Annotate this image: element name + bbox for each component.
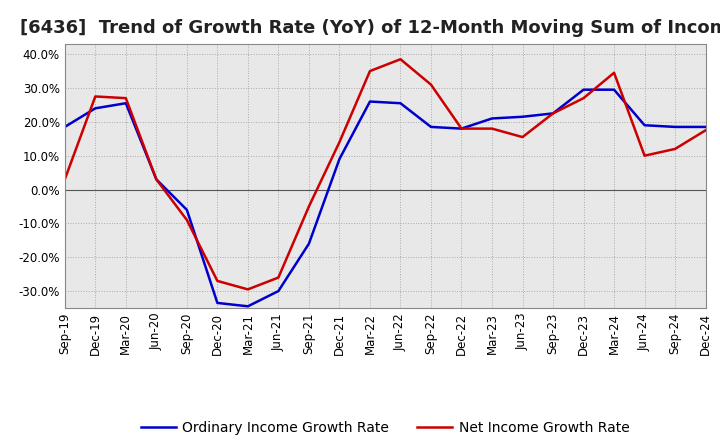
Ordinary Income Growth Rate bbox=[183, 207, 192, 213]
Net Income Growth Rate bbox=[243, 287, 252, 292]
Ordinary Income Growth Rate bbox=[243, 304, 252, 309]
Legend: Ordinary Income Growth Rate, Net Income Growth Rate: Ordinary Income Growth Rate, Net Income … bbox=[135, 415, 635, 440]
Ordinary Income Growth Rate bbox=[457, 126, 466, 131]
Net Income Growth Rate bbox=[122, 95, 130, 101]
Net Income Growth Rate bbox=[427, 82, 436, 87]
Net Income Growth Rate bbox=[335, 139, 343, 145]
Ordinary Income Growth Rate bbox=[487, 116, 496, 121]
Net Income Growth Rate bbox=[640, 153, 649, 158]
Ordinary Income Growth Rate bbox=[640, 123, 649, 128]
Ordinary Income Growth Rate bbox=[274, 289, 283, 294]
Ordinary Income Growth Rate bbox=[549, 111, 557, 116]
Ordinary Income Growth Rate bbox=[60, 124, 69, 129]
Ordinary Income Growth Rate bbox=[335, 157, 343, 162]
Net Income Growth Rate bbox=[487, 126, 496, 131]
Ordinary Income Growth Rate bbox=[427, 124, 436, 129]
Ordinary Income Growth Rate bbox=[305, 241, 313, 246]
Net Income Growth Rate bbox=[701, 128, 710, 133]
Net Income Growth Rate bbox=[91, 94, 99, 99]
Net Income Growth Rate bbox=[274, 275, 283, 280]
Net Income Growth Rate bbox=[549, 111, 557, 116]
Ordinary Income Growth Rate bbox=[518, 114, 527, 119]
Net Income Growth Rate bbox=[610, 70, 618, 75]
Ordinary Income Growth Rate bbox=[122, 101, 130, 106]
Title: [6436]  Trend of Growth Rate (YoY) of 12-Month Moving Sum of Incomes: [6436] Trend of Growth Rate (YoY) of 12-… bbox=[19, 19, 720, 37]
Net Income Growth Rate bbox=[183, 217, 192, 223]
Net Income Growth Rate bbox=[671, 146, 680, 151]
Ordinary Income Growth Rate bbox=[610, 87, 618, 92]
Net Income Growth Rate bbox=[518, 135, 527, 140]
Line: Net Income Growth Rate: Net Income Growth Rate bbox=[65, 59, 706, 290]
Net Income Growth Rate bbox=[396, 57, 405, 62]
Ordinary Income Growth Rate bbox=[91, 106, 99, 111]
Ordinary Income Growth Rate bbox=[396, 101, 405, 106]
Net Income Growth Rate bbox=[152, 177, 161, 182]
Ordinary Income Growth Rate bbox=[152, 177, 161, 182]
Ordinary Income Growth Rate bbox=[671, 124, 680, 129]
Ordinary Income Growth Rate bbox=[701, 124, 710, 129]
Ordinary Income Growth Rate bbox=[366, 99, 374, 104]
Ordinary Income Growth Rate bbox=[579, 87, 588, 92]
Net Income Growth Rate bbox=[305, 204, 313, 209]
Net Income Growth Rate bbox=[579, 95, 588, 101]
Net Income Growth Rate bbox=[213, 278, 222, 283]
Net Income Growth Rate bbox=[366, 69, 374, 74]
Net Income Growth Rate bbox=[457, 126, 466, 131]
Net Income Growth Rate bbox=[60, 177, 69, 182]
Ordinary Income Growth Rate bbox=[213, 300, 222, 305]
Line: Ordinary Income Growth Rate: Ordinary Income Growth Rate bbox=[65, 90, 706, 306]
